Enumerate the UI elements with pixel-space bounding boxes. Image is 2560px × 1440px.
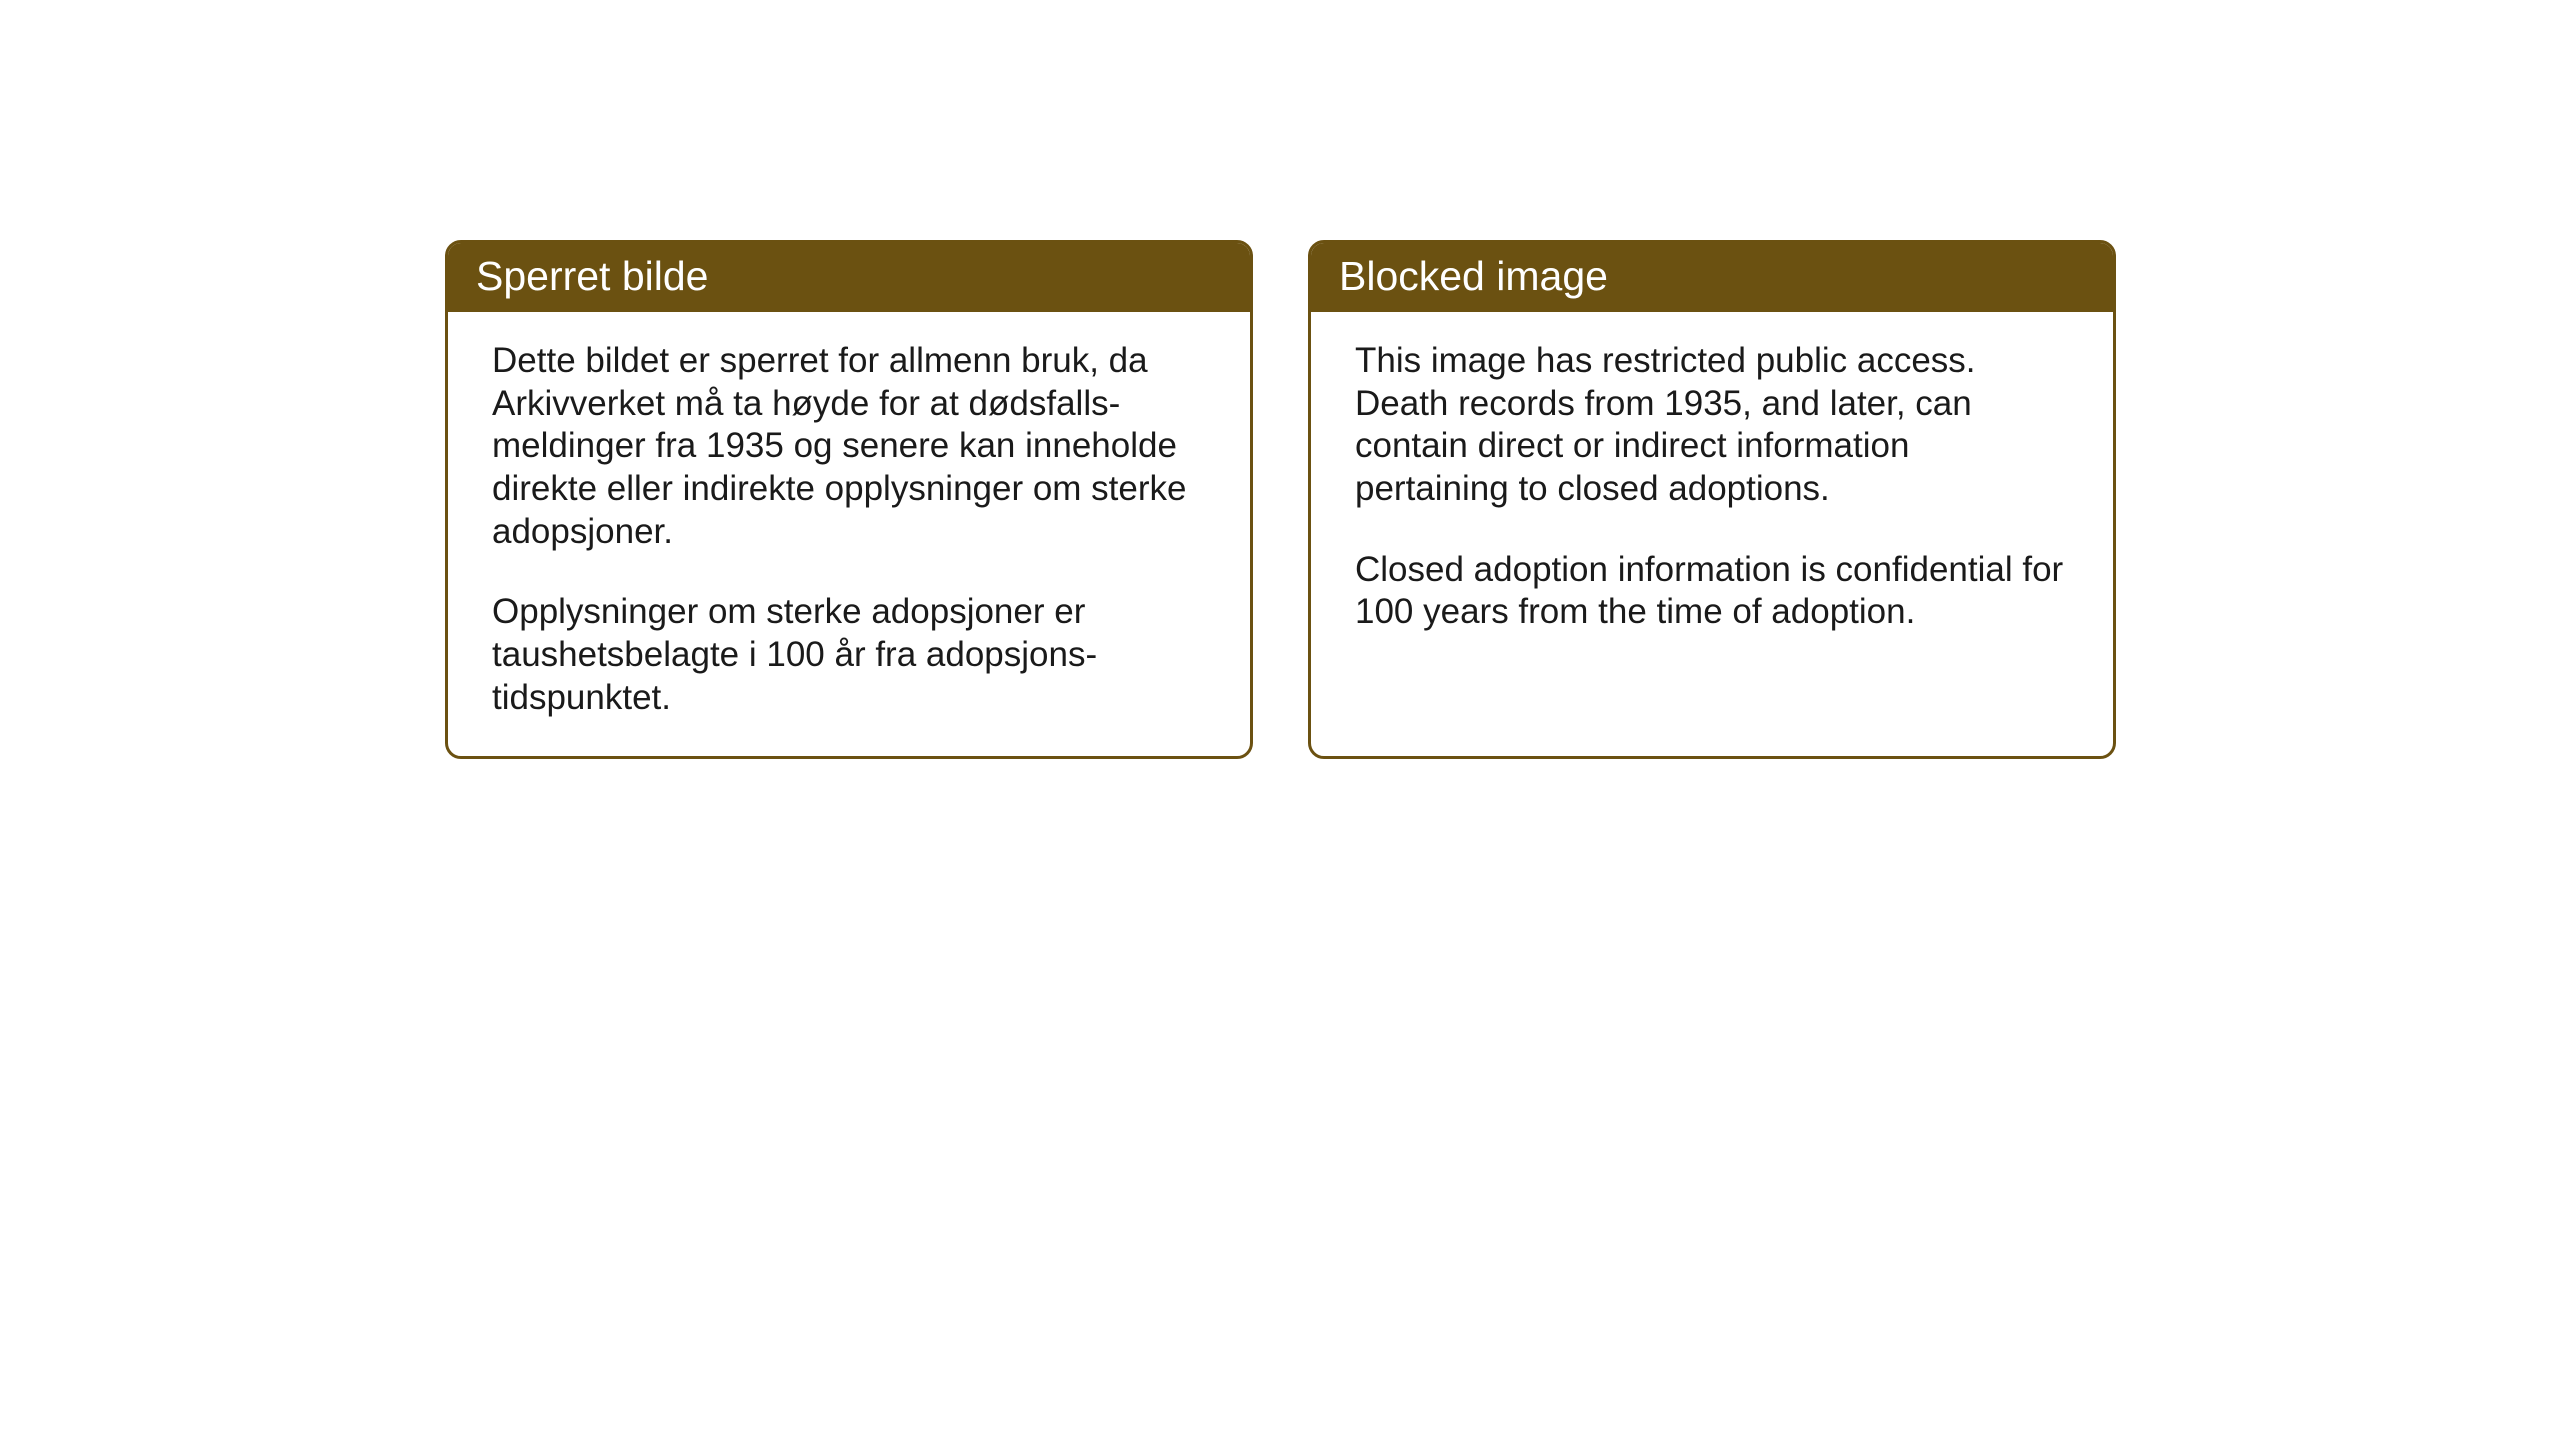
notice-paragraph: Closed adoption information is confident… xyxy=(1355,549,2069,634)
notice-header-english: Blocked image xyxy=(1311,243,2113,312)
notice-paragraph: This image has restricted public access.… xyxy=(1355,340,2069,511)
notice-box-norwegian: Sperret bilde Dette bildet er sperret fo… xyxy=(445,240,1253,759)
notice-body-norwegian: Dette bildet er sperret for allmenn bruk… xyxy=(448,312,1250,756)
notice-header-norwegian: Sperret bilde xyxy=(448,243,1250,312)
notice-body-english: This image has restricted public access.… xyxy=(1311,312,2113,670)
notice-container: Sperret bilde Dette bildet er sperret fo… xyxy=(445,240,2116,759)
notice-paragraph: Opplysninger om sterke adopsjoner er tau… xyxy=(492,591,1206,719)
notice-paragraph: Dette bildet er sperret for allmenn bruk… xyxy=(492,340,1206,553)
notice-box-english: Blocked image This image has restricted … xyxy=(1308,240,2116,759)
